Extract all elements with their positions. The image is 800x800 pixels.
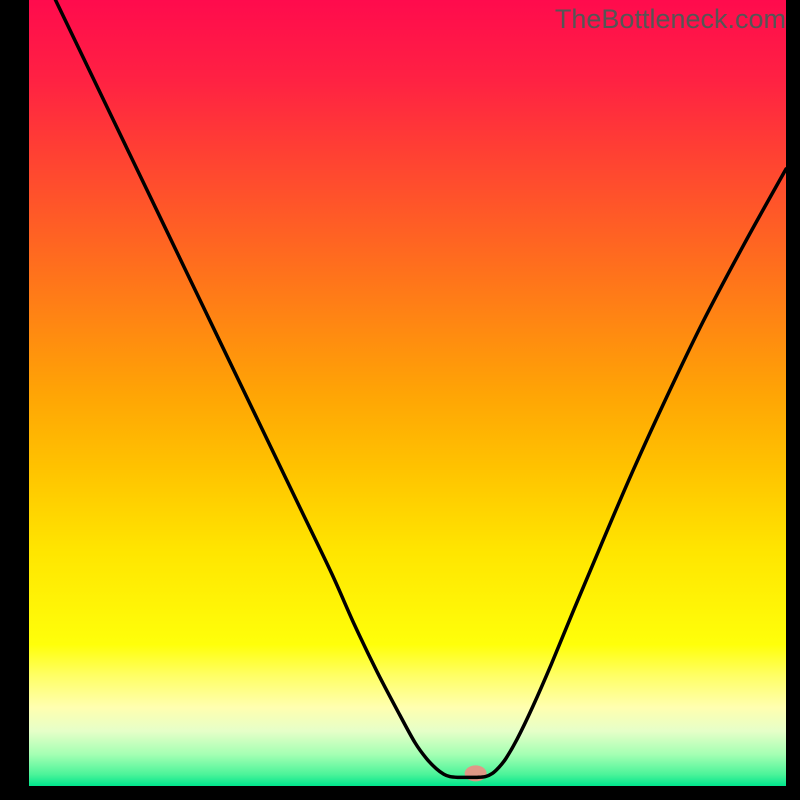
plot-area bbox=[29, 0, 786, 786]
curve-path bbox=[56, 0, 787, 777]
chart-frame: { "watermark": { "text": "TheBottleneck.… bbox=[0, 0, 800, 800]
bottleneck-curve bbox=[29, 0, 786, 786]
watermark-text: TheBottleneck.com bbox=[555, 4, 786, 35]
